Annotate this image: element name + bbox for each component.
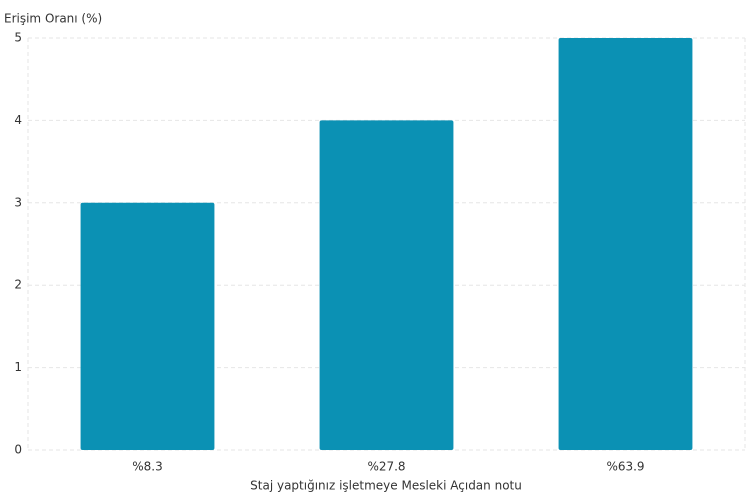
x-tick-label: %8.3: [132, 460, 163, 474]
y-tick-label: 4: [14, 113, 22, 127]
bar: [80, 202, 215, 450]
y-axis-label: Erişim Oranı (%): [4, 12, 102, 26]
x-tick-label: %27.8: [367, 460, 405, 474]
y-tick-label: 3: [14, 195, 22, 209]
y-tick-label: 1: [14, 360, 22, 374]
x-tick-label: %63.9: [606, 460, 644, 474]
bar: [319, 120, 454, 451]
x-axis-label: Staj yaptığınız işletmeye Mesleki Açıdan…: [250, 479, 522, 493]
y-tick-label: 0: [14, 443, 22, 457]
y-tick-label: 2: [14, 278, 22, 292]
y-tick-label: 5: [14, 31, 22, 45]
bar: [558, 38, 693, 450]
